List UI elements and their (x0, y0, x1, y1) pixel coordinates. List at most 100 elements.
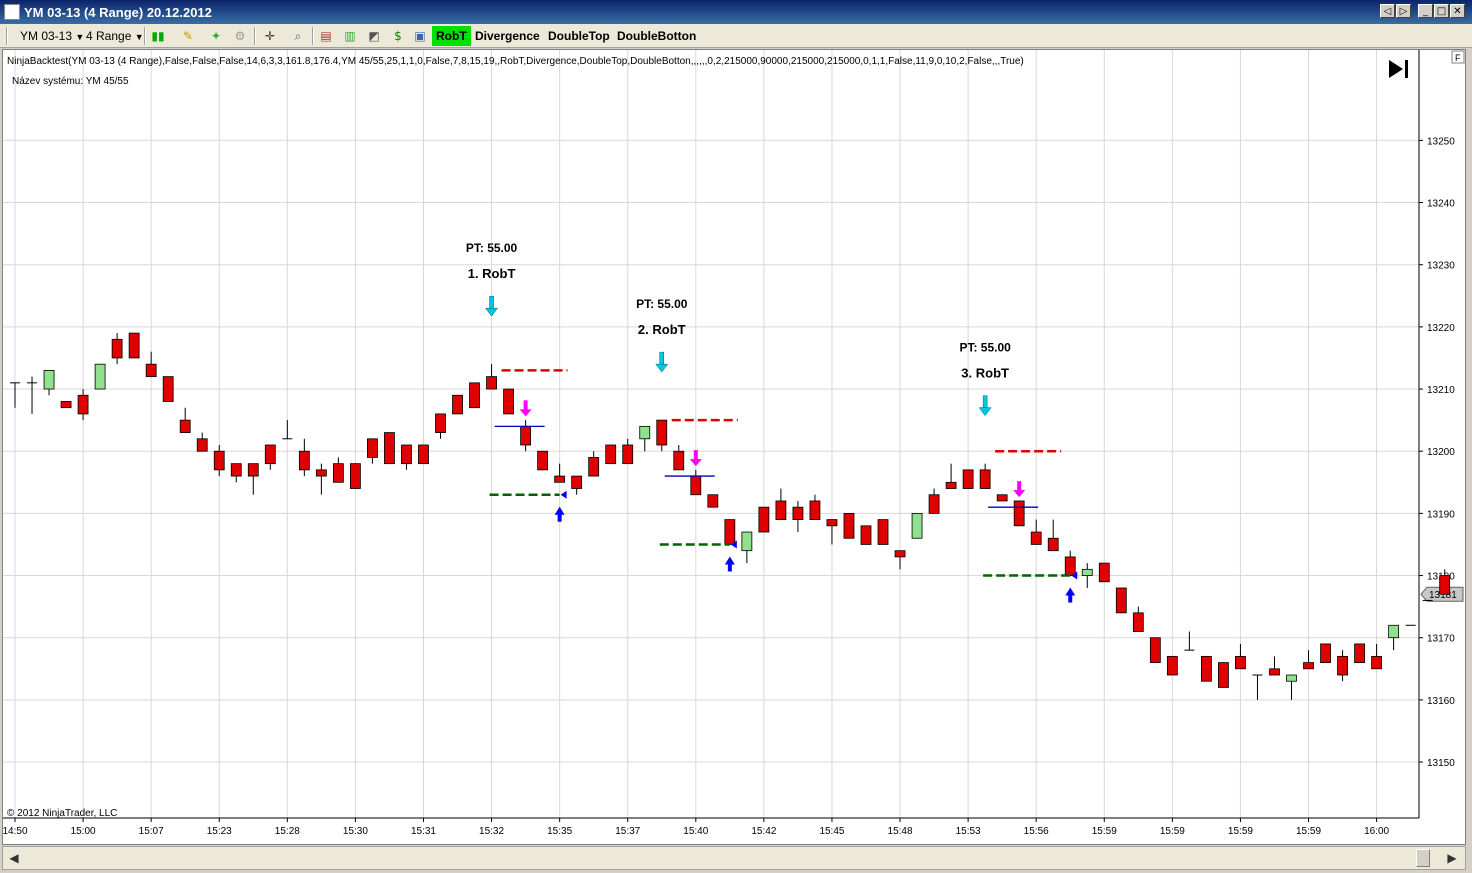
candle-body-up (1081, 568, 1093, 576)
app-icon (4, 4, 20, 20)
candle (213, 445, 225, 477)
candle (435, 413, 446, 439)
x-tick-label: 15:23 (207, 826, 232, 837)
candle (1354, 643, 1365, 663)
close-button[interactable]: ✕ (1450, 4, 1465, 18)
candle-body-down (384, 432, 395, 465)
strategy-button-doublebotton[interactable]: DoubleBotton (617, 29, 697, 43)
zoom-icon[interactable]: ⌕ (294, 29, 302, 43)
candle-body-down (401, 444, 412, 465)
dollar-icon[interactable]: $ (394, 29, 402, 43)
candle (656, 419, 668, 452)
candle (27, 376, 38, 414)
candle (1320, 643, 1331, 663)
candle-body-down (1115, 587, 1127, 614)
candle-body-down (1064, 556, 1076, 576)
horizontal-scrollbar[interactable]: ◀ ▶ (2, 846, 1466, 870)
entry-arrow-icon (485, 295, 499, 317)
candle (537, 450, 549, 471)
exit-marker-icon (1071, 571, 1078, 580)
candle (1047, 519, 1059, 552)
period-dropdown[interactable]: 4 Range ▼ (86, 27, 144, 45)
candle (724, 519, 736, 545)
candle-body-down (469, 382, 480, 409)
scroll-right-icon[interactable]: ▶ (1447, 851, 1457, 865)
chart-panel[interactable]: 1315013160131701318013190132001321013220… (2, 49, 1466, 845)
candle (1252, 674, 1263, 700)
x-tick-label: 15:56 (1024, 826, 1049, 837)
exit-arrow-icon (554, 506, 565, 522)
x-tick-label: 15:40 (683, 826, 708, 837)
candle (860, 525, 872, 545)
candlestick-style-icon[interactable]: ▮▮ (151, 29, 165, 43)
candle (588, 451, 600, 477)
candle-body-down (145, 363, 157, 378)
candle (1064, 550, 1076, 576)
candle-body-down (843, 512, 855, 539)
trade-pt-label: PT: 55.00 (959, 341, 1011, 355)
chevron-down-icon: ▼ (75, 32, 85, 42)
candle-body-down (60, 401, 72, 409)
candle-body-down (247, 463, 259, 477)
candle (911, 512, 923, 539)
add-indicator-icon[interactable]: ✦ (210, 29, 222, 43)
y-tick-label: 13160 (1427, 696, 1455, 707)
add-strategy-icon[interactable]: ⚙ (234, 29, 246, 43)
candle (1201, 655, 1212, 682)
x-tick-label: 15:37 (615, 826, 640, 837)
candle-body-down (758, 506, 770, 533)
chart-properties-icon[interactable]: ▥ (344, 29, 356, 43)
signal-arrow-icon (689, 450, 702, 467)
x-tick-label: 15:42 (751, 826, 776, 837)
candle-body-down (724, 519, 736, 545)
candle-body-up (94, 363, 106, 390)
x-tick-label: 15:59 (1160, 826, 1185, 837)
candle (1132, 606, 1144, 632)
current-price-label: 13181 (1429, 590, 1457, 601)
candle (469, 382, 480, 409)
crosshair-icon[interactable]: ✛ (264, 29, 276, 43)
candle (298, 438, 310, 477)
strategy-button-doubletop[interactable]: DoubleTop (548, 29, 610, 43)
candle-body-down (588, 457, 600, 477)
scroll-to-end-icon[interactable] (1389, 60, 1408, 78)
minimize-button[interactable]: _ (1418, 4, 1433, 18)
scroll-forward-button[interactable]: ▷ (1396, 4, 1411, 18)
candle (332, 457, 344, 483)
candle-body-down (230, 463, 242, 477)
strategy-parameters-line: NinjaBacktest(YM 03-13 (4 Range),False,F… (7, 56, 1024, 67)
candle (962, 469, 974, 489)
strategy-button-robt[interactable]: RobT (432, 26, 471, 46)
strategy-button-divergence[interactable]: Divergence (475, 29, 540, 43)
signal-arrow-icon (1013, 481, 1026, 498)
scroll-back-button[interactable]: ◁ (1380, 4, 1395, 18)
candle-body-down (1030, 531, 1042, 545)
scroll-left-icon[interactable]: ◀ (9, 851, 19, 865)
properties-icon[interactable]: ▣ (414, 29, 426, 43)
candle-body-down (622, 444, 634, 465)
instrument-label: YM 03-13 (20, 29, 73, 43)
performance-icon[interactable]: ◩ (368, 29, 380, 43)
candle-body-down (520, 425, 531, 446)
candle-body-down (349, 463, 361, 489)
candle (1235, 643, 1246, 670)
chart-corner-box[interactable] (1451, 50, 1465, 64)
price-chart[interactable]: 1315013160131701318013190132001321013220… (3, 50, 1465, 844)
candle (1098, 562, 1110, 583)
toolbar-separator (312, 27, 314, 45)
candle (605, 444, 617, 465)
candle-body-down (315, 469, 327, 477)
candle-body-up (1388, 624, 1400, 639)
data-box-icon[interactable]: ▤ (320, 29, 332, 43)
candle (758, 506, 770, 533)
scrollbar-thumb[interactable] (1416, 849, 1430, 867)
y-tick-label: 13250 (1427, 136, 1455, 147)
candle (792, 500, 804, 533)
maximize-button[interactable]: □ (1434, 4, 1449, 18)
candle (1013, 500, 1025, 527)
instrument-dropdown[interactable]: YM 03-13 ▼ (20, 27, 84, 45)
chart-toolbar: YM 03-13 ▼ 4 Range ▼ ▮▮ ✎ ✦ ⚙ ✛ ⌕ ▤ ▥ ◩ … (0, 24, 1472, 48)
candle (1337, 650, 1348, 682)
drawing-pencil-icon[interactable]: ✎ (182, 29, 194, 43)
y-tick-label: 13220 (1427, 323, 1455, 334)
